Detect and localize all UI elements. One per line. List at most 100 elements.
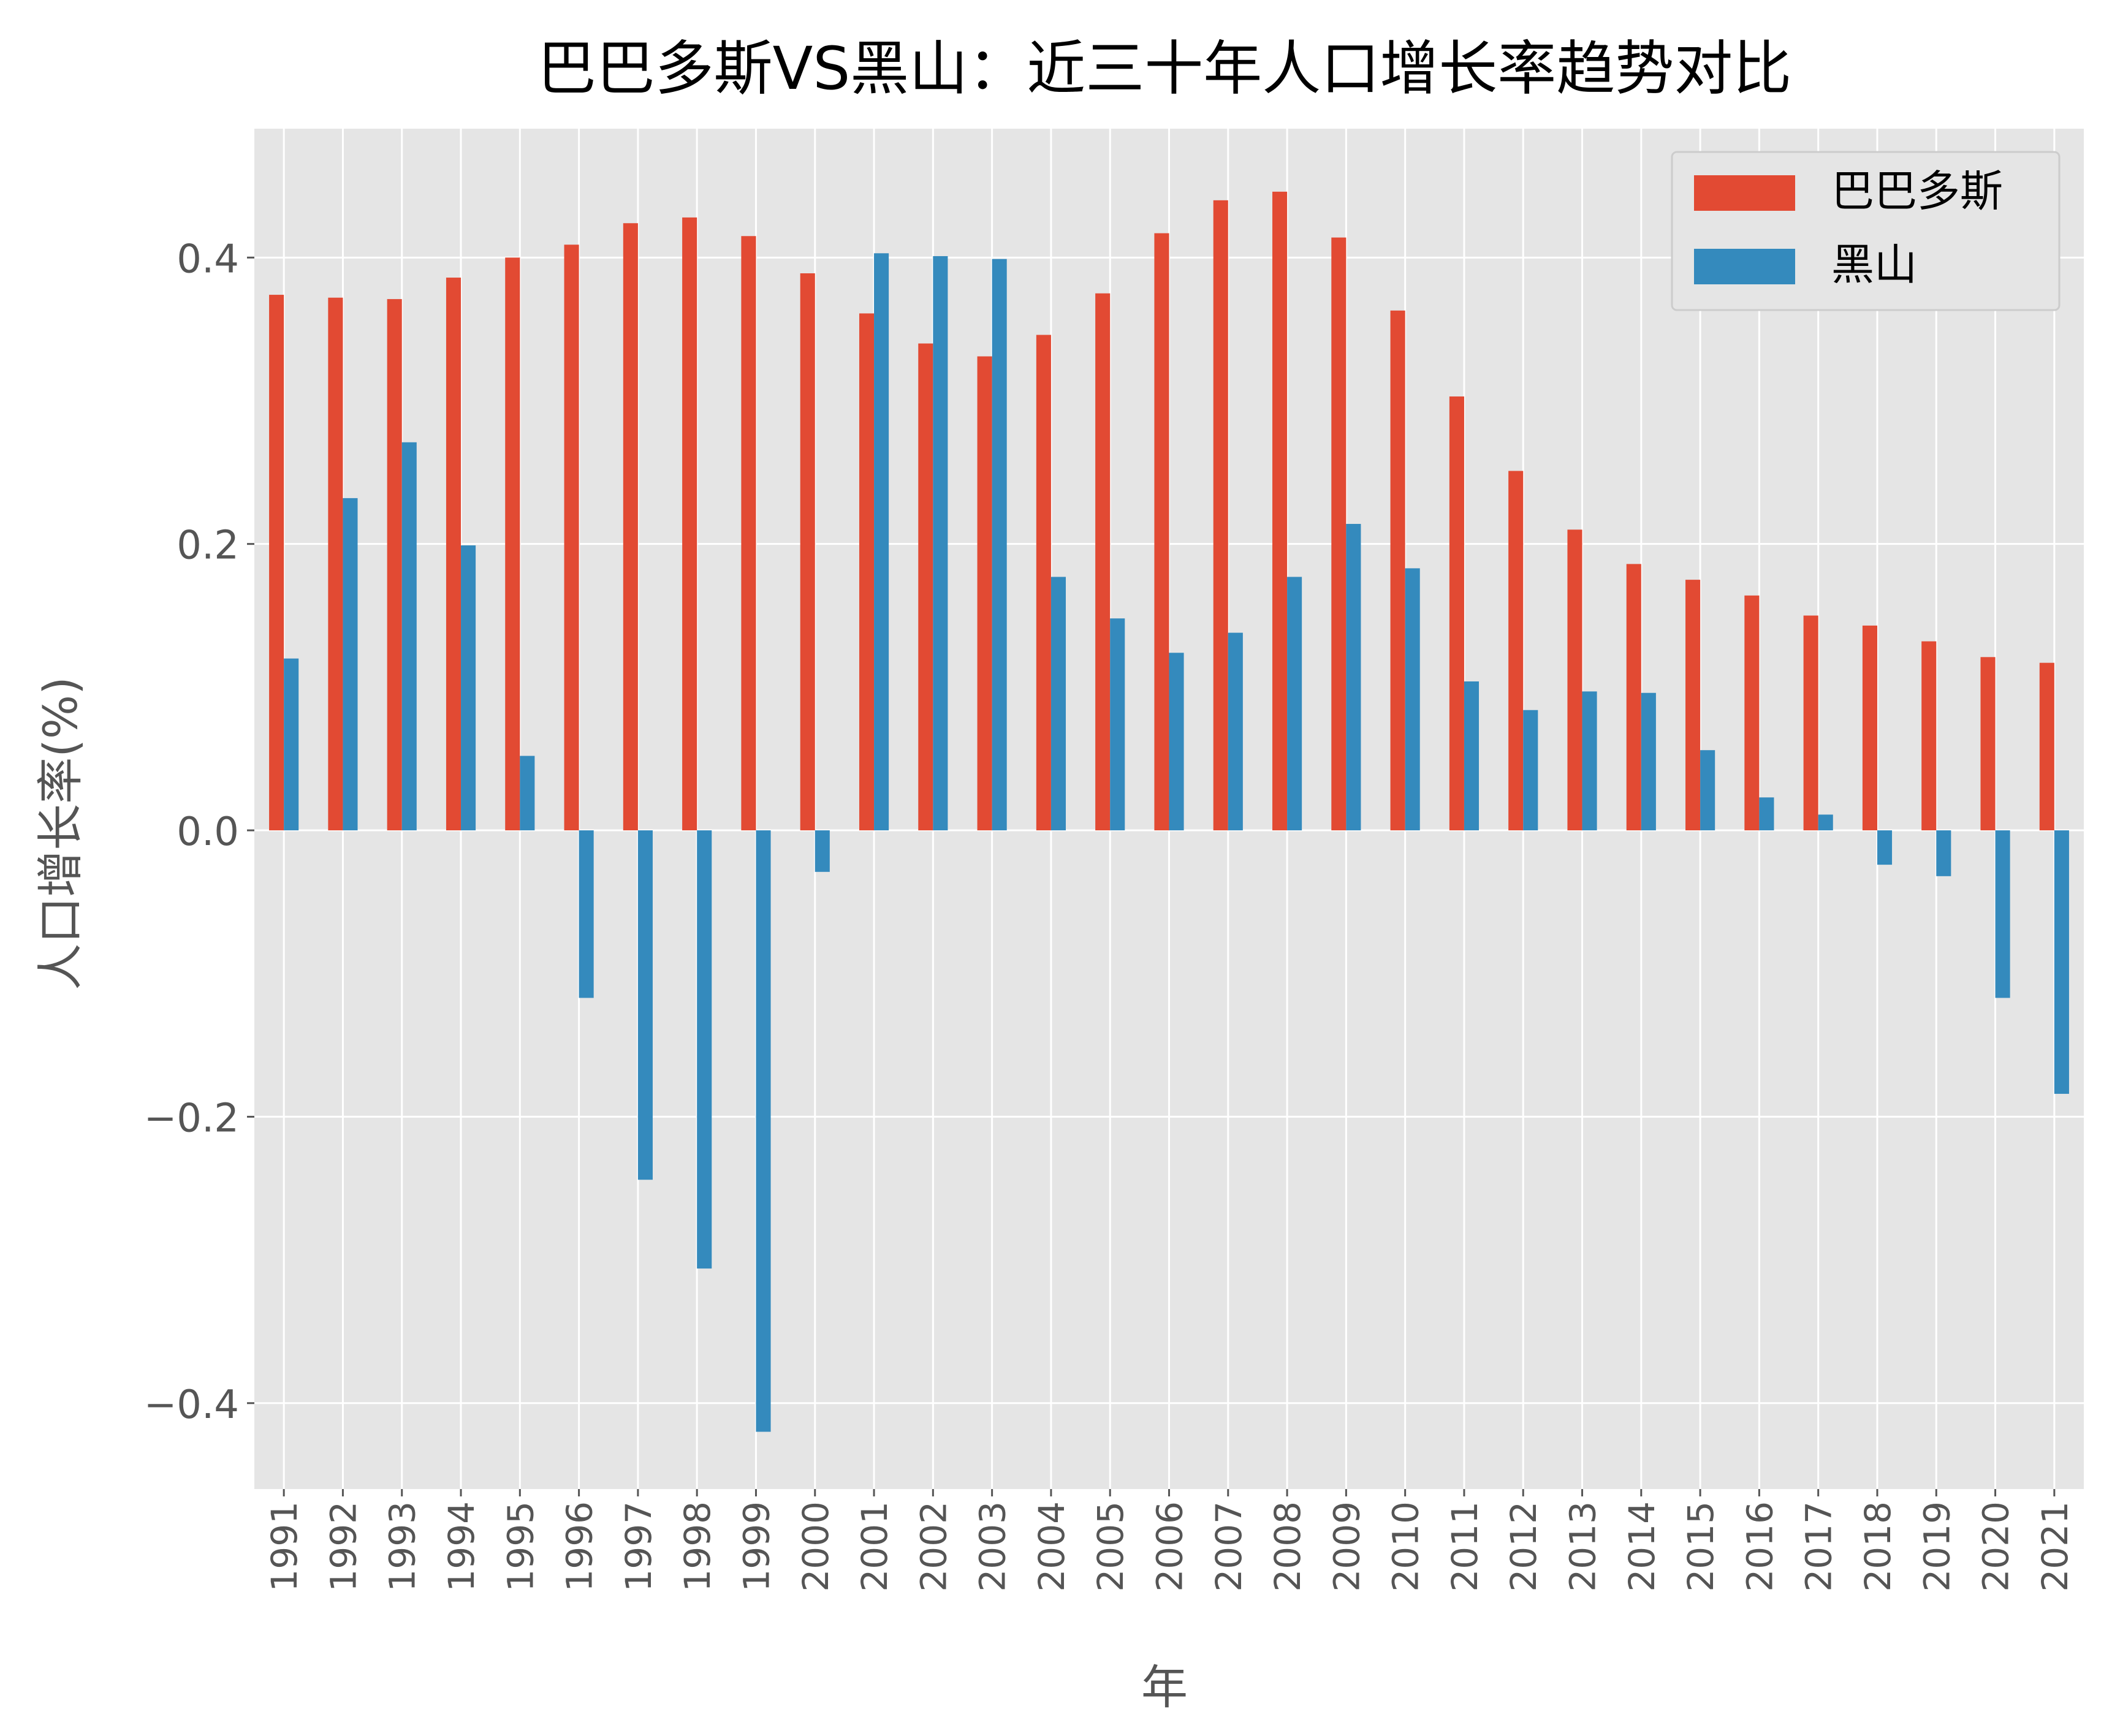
x-tick-label: 2015 [1680, 1501, 1722, 1592]
bar-series-1-1992 [343, 498, 358, 831]
bar-series-1-2016 [1759, 797, 1774, 831]
x-tick-label: 2009 [1326, 1501, 1367, 1592]
y-tick-label: 0.2 [177, 523, 239, 569]
x-tick-label: 1991 [264, 1501, 305, 1592]
x-tick-label: 2018 [1857, 1501, 1899, 1592]
legend-label-1: 黑山 [1831, 240, 1917, 290]
x-tick-label: 2010 [1385, 1501, 1427, 1592]
x-tick-label: 2012 [1503, 1501, 1544, 1592]
bar-series-1-2019 [1936, 830, 1951, 876]
y-tick-label: 0.4 [177, 237, 239, 282]
bar-series-0-2007 [1213, 200, 1228, 831]
bar-series-1-2017 [1818, 814, 1833, 831]
y-axis-label: 人口增长率(%) [33, 677, 88, 990]
x-tick-label: 2014 [1621, 1501, 1663, 1592]
bar-series-1-2020 [1995, 830, 2010, 998]
y-tick-label: 0.0 [177, 809, 239, 855]
bar-series-1-2009 [1346, 523, 1361, 831]
x-tick-label: 1999 [735, 1501, 777, 1592]
x-tick-label: 1992 [322, 1501, 364, 1592]
x-tick-label: 2017 [1798, 1501, 1840, 1592]
bar-series-0-2010 [1390, 310, 1405, 831]
bar-series-0-2021 [2039, 662, 2054, 831]
x-tick-label: 1996 [559, 1501, 601, 1592]
bar-series-0-1999 [741, 236, 756, 831]
bar-series-1-2008 [1287, 577, 1302, 831]
bar-series-1-2021 [2054, 830, 2069, 1094]
bar-series-0-1995 [505, 257, 520, 831]
bar-series-0-2013 [1567, 529, 1582, 831]
bar-series-1-2012 [1523, 710, 1538, 831]
bar-series-1-2013 [1582, 691, 1597, 831]
bars [269, 191, 2069, 1432]
x-tick-label: 2013 [1562, 1501, 1604, 1592]
x-tick-label: 2011 [1444, 1501, 1486, 1592]
bar-series-1-1997 [637, 830, 653, 1180]
bar-series-0-2020 [1980, 657, 1996, 831]
x-tick-label: 1995 [500, 1501, 541, 1592]
bar-series-1-1995 [520, 756, 535, 831]
legend-swatch-1 [1694, 249, 1795, 284]
legend-label-0: 巴巴多斯 [1831, 166, 2003, 216]
bar-series-0-2018 [1862, 625, 1877, 831]
bar-series-0-2011 [1449, 396, 1464, 831]
bar-series-0-2004 [1036, 335, 1051, 831]
bar-series-1-1993 [401, 442, 417, 831]
bar-series-0-1993 [387, 299, 402, 831]
bar-series-1-2000 [815, 830, 830, 872]
legend-swatch-0 [1694, 175, 1795, 211]
bar-series-1-1998 [697, 830, 712, 1269]
bar-series-0-1992 [328, 297, 343, 831]
x-axis-label: 年 [1141, 1660, 1188, 1715]
chart-title: 巴巴多斯VS黑山：近三十年人口增长率趋势对比 [537, 34, 1792, 103]
bar-series-0-2014 [1626, 564, 1641, 831]
bar-series-1-1991 [284, 658, 299, 831]
x-tick-label: 1994 [441, 1501, 482, 1592]
bar-series-1-2004 [1050, 577, 1066, 831]
bar-series-0-2012 [1508, 471, 1524, 831]
x-tick-label: 2003 [972, 1501, 1014, 1592]
y-tick-label: −0.4 [144, 1382, 239, 1428]
x-tick-label: 1993 [382, 1501, 424, 1592]
bar-series-1-2002 [933, 256, 948, 831]
bar-series-1-2011 [1464, 681, 1480, 831]
bar-series-1-2006 [1169, 653, 1184, 831]
bar-series-1-1996 [579, 830, 594, 998]
bar-series-1-2001 [874, 253, 889, 831]
bar-series-0-2003 [977, 356, 992, 831]
x-tick-label: 2005 [1090, 1501, 1131, 1592]
x-tick-label: 2020 [1975, 1501, 2017, 1592]
bar-series-1-1999 [756, 830, 771, 1432]
bar-series-1-2007 [1228, 632, 1243, 831]
y-tick-label: −0.2 [144, 1096, 239, 1141]
x-tick-label: 1997 [618, 1501, 659, 1592]
bar-series-1-1994 [461, 545, 476, 831]
bar-series-0-2008 [1272, 191, 1288, 831]
bar-series-0-2001 [859, 313, 875, 831]
x-tick-label: 2007 [1208, 1501, 1250, 1592]
bar-series-0-2002 [918, 343, 933, 831]
x-tick-label: 1998 [677, 1501, 718, 1592]
x-tick-label: 2004 [1031, 1501, 1073, 1592]
bar-series-0-1996 [564, 244, 579, 831]
bar-series-0-2017 [1803, 615, 1818, 831]
x-tick-label: 2019 [1916, 1501, 1958, 1592]
bar-series-0-2016 [1744, 595, 1760, 831]
x-tick-label: 2008 [1267, 1501, 1309, 1592]
bar-series-0-2006 [1154, 233, 1169, 831]
bar-series-1-2005 [1110, 618, 1125, 831]
bar-series-1-2015 [1700, 750, 1715, 831]
bar-series-0-2000 [800, 273, 815, 831]
bar-series-0-2005 [1095, 293, 1111, 831]
bar-series-1-2014 [1641, 692, 1656, 831]
axis-ticks: 0.4 0.2 0.0 −0.2 −0.4 1991 1992 1993 1994 1995 199… [144, 237, 2076, 1591]
bar-series-0-1997 [623, 223, 638, 831]
x-tick-label: 2006 [1149, 1501, 1191, 1592]
bar-series-0-2019 [1921, 641, 1937, 831]
bar-series-1-2003 [992, 259, 1007, 831]
bar-series-1-2010 [1405, 568, 1420, 831]
x-tick-label: 2002 [913, 1501, 954, 1592]
bar-series-0-1994 [446, 278, 462, 831]
